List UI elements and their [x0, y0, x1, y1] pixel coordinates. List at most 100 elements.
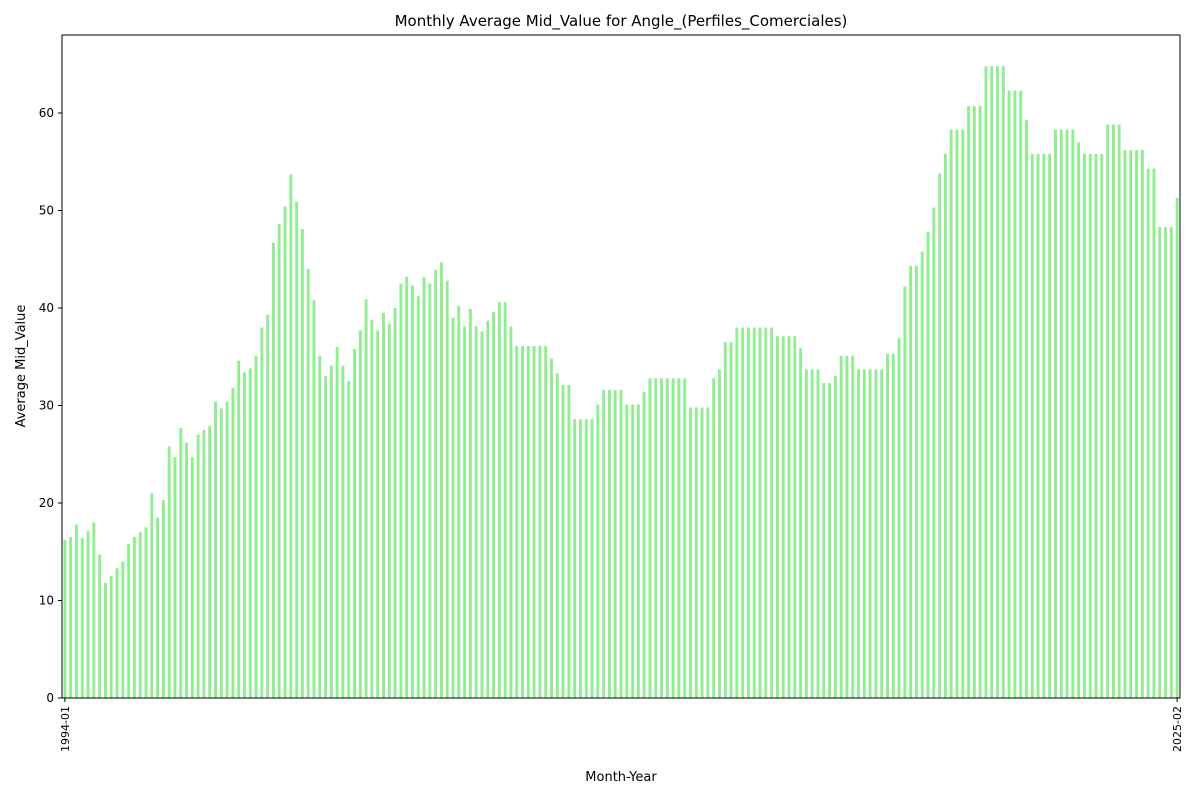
- bar: [706, 407, 710, 698]
- bar: [596, 404, 600, 698]
- bar: [914, 266, 918, 698]
- bar: [955, 129, 959, 698]
- bar: [1007, 90, 1011, 698]
- bar: [938, 173, 942, 698]
- bar: [758, 327, 762, 698]
- bar: [909, 266, 913, 698]
- bar: [156, 517, 160, 699]
- x-axis: 1994-01 2025-02: [59, 698, 1184, 752]
- bar: [752, 327, 756, 698]
- bar: [532, 346, 536, 698]
- bar: [63, 540, 67, 698]
- bar: [1123, 150, 1127, 699]
- bar: [416, 296, 420, 698]
- bar: [700, 407, 704, 698]
- bar: [862, 369, 866, 698]
- bar: [920, 251, 924, 698]
- bar: [503, 302, 507, 698]
- bar: [718, 369, 721, 698]
- bar: [190, 457, 194, 698]
- bar: [972, 106, 976, 699]
- bar: [138, 532, 142, 698]
- bar: [816, 369, 820, 698]
- bar: [833, 376, 837, 698]
- bar: [804, 369, 808, 698]
- bar: [1129, 150, 1133, 699]
- bar: [248, 368, 252, 698]
- bar: [86, 531, 90, 698]
- bar: [590, 419, 594, 698]
- bar: [619, 389, 623, 698]
- bar: [329, 365, 333, 698]
- bar: [671, 378, 675, 698]
- bar: [1013, 90, 1017, 698]
- bar: [341, 365, 345, 698]
- bar: [295, 201, 299, 699]
- bar: [387, 323, 391, 698]
- bar: [961, 129, 965, 698]
- x-axis-label: Month-Year: [585, 770, 657, 785]
- bar: [1030, 153, 1034, 698]
- bar: [903, 286, 907, 698]
- bar: [613, 389, 617, 698]
- bar: [92, 522, 96, 698]
- bar: [1158, 227, 1162, 698]
- bar: [712, 378, 716, 698]
- bar: [358, 330, 362, 698]
- bar: [318, 355, 322, 698]
- bar: [607, 389, 611, 698]
- bar: [741, 327, 745, 698]
- bar: [1140, 150, 1144, 699]
- bar: [1111, 124, 1115, 698]
- bar: [474, 326, 478, 698]
- bar: [353, 348, 356, 698]
- bar: [1042, 153, 1046, 698]
- bar: [538, 346, 542, 698]
- bar: [636, 404, 640, 698]
- bar: [260, 327, 264, 698]
- bar: [584, 419, 588, 698]
- bar: [312, 300, 316, 698]
- bar: [689, 407, 692, 698]
- bar: [185, 442, 188, 698]
- y-tick-label: 30: [39, 399, 54, 413]
- bar: [376, 330, 380, 698]
- bar: [880, 369, 884, 698]
- bar: [874, 369, 878, 698]
- bar: [150, 493, 154, 698]
- bar: [121, 561, 125, 698]
- bar: [857, 369, 860, 698]
- plot-frame: [61, 34, 1181, 699]
- bar: [845, 355, 849, 698]
- bar: [799, 347, 803, 698]
- bar: [665, 378, 669, 698]
- bar: [1077, 142, 1081, 698]
- bar: [735, 327, 739, 698]
- bar: [984, 66, 988, 698]
- bar: [723, 342, 727, 699]
- bar: [324, 376, 328, 698]
- bar: [127, 543, 131, 698]
- bar: [214, 401, 217, 698]
- bar: [897, 338, 901, 698]
- bar: [943, 153, 947, 698]
- bar: [457, 306, 461, 698]
- bar: [654, 378, 658, 698]
- bar: [868, 369, 872, 698]
- bar: [764, 327, 768, 698]
- y-tick-label: 40: [39, 301, 54, 315]
- bar: [480, 331, 484, 698]
- chart-title: Monthly Average Mid_Value for Angle_(Per…: [395, 12, 848, 31]
- bar: [225, 401, 229, 698]
- bar: [463, 326, 467, 698]
- bar: [75, 524, 78, 698]
- bar: [793, 336, 797, 698]
- bar: [179, 427, 183, 698]
- bar: [561, 385, 565, 698]
- bar: [967, 106, 971, 699]
- bar: [335, 347, 339, 698]
- bar: [393, 308, 397, 698]
- bar: [677, 378, 681, 698]
- bar: [787, 336, 791, 698]
